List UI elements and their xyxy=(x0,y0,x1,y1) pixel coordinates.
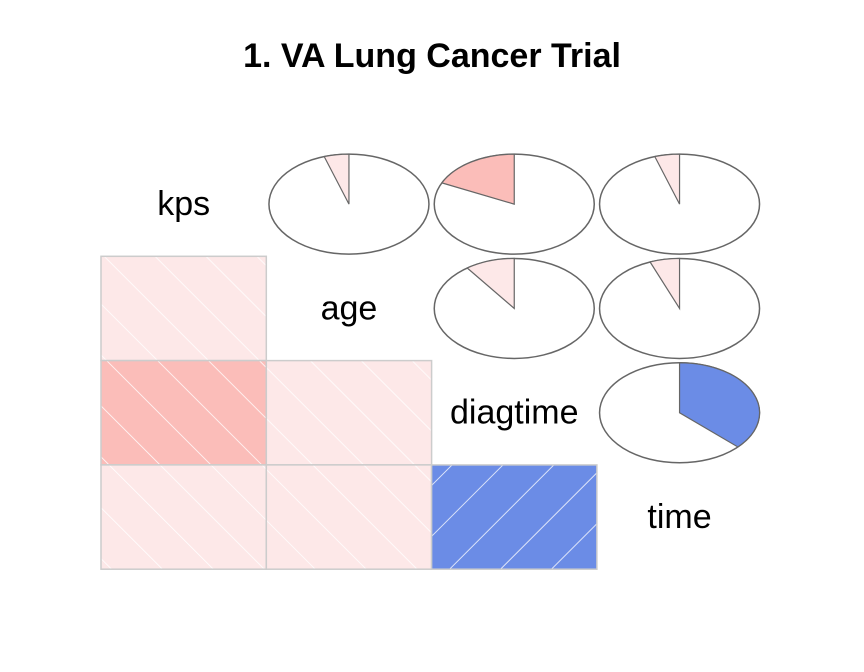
pie-wedge xyxy=(653,153,681,205)
pie-wedge xyxy=(440,153,515,205)
shade-hatch xyxy=(100,255,268,362)
pie-wedge xyxy=(323,153,350,205)
pie-wedge xyxy=(466,257,515,310)
variable-label: time xyxy=(647,498,711,536)
shade-hatch xyxy=(265,464,433,570)
shade-hatch xyxy=(430,464,598,570)
variable-label: age xyxy=(321,289,378,327)
pie-wedge xyxy=(678,362,761,448)
shade-hatch xyxy=(100,464,268,570)
pie-wedge xyxy=(649,257,681,311)
variable-label: kps xyxy=(157,185,210,223)
variable-label: diagtime xyxy=(450,394,579,432)
shade-hatch xyxy=(100,359,268,466)
chart-title: 1. VA Lung Cancer Trial xyxy=(243,37,621,75)
shade-hatch xyxy=(265,359,433,466)
